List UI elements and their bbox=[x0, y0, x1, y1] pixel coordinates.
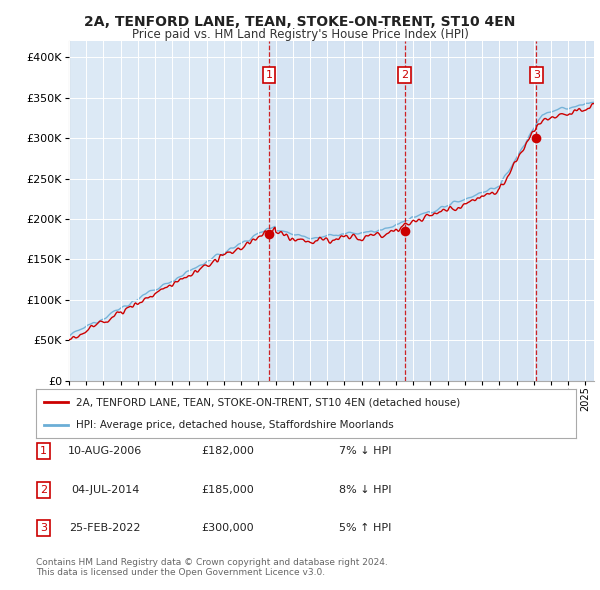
Text: 1: 1 bbox=[265, 70, 272, 80]
Text: £185,000: £185,000 bbox=[202, 485, 254, 494]
Text: HPI: Average price, detached house, Staffordshire Moorlands: HPI: Average price, detached house, Staf… bbox=[77, 419, 394, 430]
Text: Price paid vs. HM Land Registry's House Price Index (HPI): Price paid vs. HM Land Registry's House … bbox=[131, 28, 469, 41]
Text: £182,000: £182,000 bbox=[202, 447, 254, 456]
Text: 8% ↓ HPI: 8% ↓ HPI bbox=[339, 485, 391, 494]
Text: 2A, TENFORD LANE, TEAN, STOKE-ON-TRENT, ST10 4EN: 2A, TENFORD LANE, TEAN, STOKE-ON-TRENT, … bbox=[85, 15, 515, 29]
Text: 5% ↑ HPI: 5% ↑ HPI bbox=[339, 523, 391, 533]
Text: £300,000: £300,000 bbox=[202, 523, 254, 533]
Text: 3: 3 bbox=[40, 523, 47, 533]
Text: 2: 2 bbox=[40, 485, 47, 494]
Text: 7% ↓ HPI: 7% ↓ HPI bbox=[339, 447, 391, 456]
Text: 25-FEB-2022: 25-FEB-2022 bbox=[69, 523, 141, 533]
Text: 2: 2 bbox=[401, 70, 408, 80]
Text: 3: 3 bbox=[533, 70, 540, 80]
Text: 04-JUL-2014: 04-JUL-2014 bbox=[71, 485, 139, 494]
Text: 1: 1 bbox=[40, 447, 47, 456]
Text: Contains HM Land Registry data © Crown copyright and database right 2024.
This d: Contains HM Land Registry data © Crown c… bbox=[36, 558, 388, 577]
Bar bbox=[269, 41, 594, 381]
Text: 10-AUG-2006: 10-AUG-2006 bbox=[68, 447, 142, 456]
Text: 2A, TENFORD LANE, TEAN, STOKE-ON-TRENT, ST10 4EN (detached house): 2A, TENFORD LANE, TEAN, STOKE-ON-TRENT, … bbox=[77, 398, 461, 408]
